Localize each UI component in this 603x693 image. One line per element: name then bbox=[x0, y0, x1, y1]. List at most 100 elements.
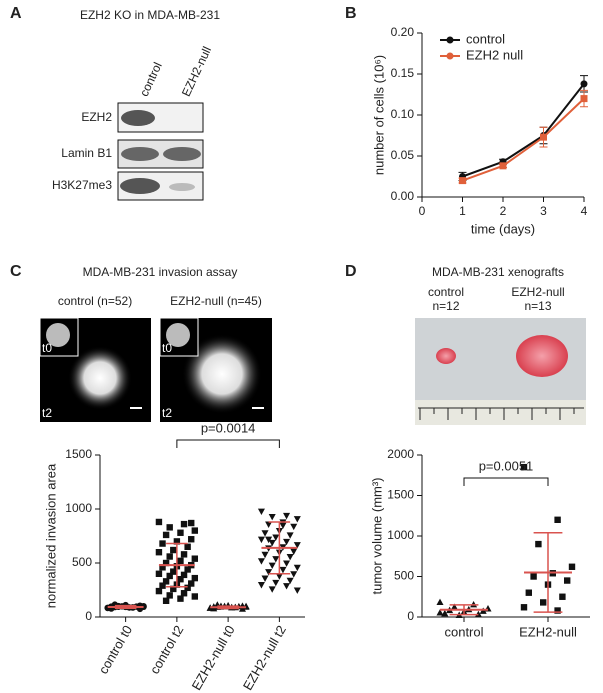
x-tick-label: 3 bbox=[540, 204, 547, 218]
marker bbox=[166, 524, 173, 531]
marker bbox=[265, 521, 273, 528]
x-tick-label: control t2 bbox=[147, 623, 187, 677]
marker bbox=[540, 133, 547, 141]
images-title: MDA-MB-231 xenografts bbox=[432, 265, 564, 279]
marker bbox=[580, 95, 588, 103]
marker bbox=[170, 585, 177, 593]
marker bbox=[268, 514, 276, 521]
group-label: n=12 bbox=[432, 299, 459, 313]
marker bbox=[162, 578, 170, 585]
blot-row-label: H3K27me3 bbox=[52, 178, 112, 192]
y-tick-label: 1500 bbox=[387, 488, 414, 502]
panel-label: A bbox=[10, 5, 22, 22]
blot-title: EZH2 KO in MDA-MB-231 bbox=[80, 8, 220, 22]
marker bbox=[554, 607, 561, 614]
marker bbox=[268, 586, 276, 593]
marker bbox=[155, 518, 163, 526]
marker bbox=[265, 569, 273, 576]
marker bbox=[180, 520, 188, 528]
lane-label: control bbox=[137, 60, 165, 99]
invasion-image bbox=[39, 317, 272, 422]
marker bbox=[580, 80, 588, 88]
marker bbox=[540, 599, 547, 606]
marker bbox=[159, 540, 166, 547]
group-label: n=13 bbox=[524, 299, 551, 313]
x-tick-label: 4 bbox=[581, 204, 588, 218]
marker bbox=[188, 519, 195, 527]
marker bbox=[261, 575, 269, 582]
y-tick-label: 0.05 bbox=[391, 148, 415, 162]
marker bbox=[279, 566, 287, 574]
marker bbox=[554, 516, 561, 523]
marker bbox=[459, 177, 466, 185]
marker bbox=[257, 536, 265, 544]
marker bbox=[268, 562, 276, 569]
group-label: EZH2-null bbox=[511, 285, 564, 299]
group-label: control (n=52) bbox=[58, 294, 132, 308]
lane-label: EZH2-null bbox=[179, 44, 214, 98]
marker bbox=[170, 546, 177, 554]
sd-bar bbox=[268, 521, 291, 575]
sd-bar bbox=[166, 542, 188, 588]
y-tick-label: 500 bbox=[72, 555, 92, 569]
x-axis-label: time (days) bbox=[471, 221, 535, 236]
marker bbox=[155, 570, 163, 577]
marker bbox=[520, 604, 528, 611]
series-line bbox=[462, 83, 585, 178]
series-line bbox=[462, 97, 585, 182]
marker bbox=[177, 529, 184, 536]
marker bbox=[520, 463, 528, 471]
y-tick-label: 0.10 bbox=[391, 107, 415, 121]
marker bbox=[155, 549, 163, 556]
marker bbox=[166, 553, 173, 560]
marker bbox=[188, 536, 195, 543]
marker bbox=[170, 568, 177, 575]
y-tick-label: 0 bbox=[407, 609, 414, 623]
marker bbox=[436, 609, 444, 616]
legend-label: control bbox=[466, 31, 505, 46]
marker bbox=[286, 532, 294, 539]
marker bbox=[261, 530, 269, 537]
marker bbox=[162, 531, 170, 539]
blot-row-label: EZH2 bbox=[81, 110, 112, 124]
marker bbox=[184, 566, 191, 573]
x-tick-label: 2 bbox=[500, 204, 507, 218]
marker bbox=[238, 605, 246, 612]
significance-bracket bbox=[463, 477, 549, 486]
marker bbox=[450, 603, 458, 610]
marker bbox=[257, 558, 265, 565]
y-axis-label: normalized invasion area bbox=[43, 463, 58, 608]
marker bbox=[257, 582, 265, 589]
marker bbox=[286, 577, 294, 585]
marker bbox=[293, 516, 301, 523]
x-tick-label: control t0 bbox=[95, 623, 135, 677]
marker bbox=[180, 571, 188, 579]
y-tick-label: 1500 bbox=[65, 447, 92, 461]
marker bbox=[177, 576, 184, 583]
marker bbox=[184, 543, 191, 550]
marker bbox=[290, 571, 298, 578]
marker bbox=[272, 534, 280, 541]
y-tick-label: 500 bbox=[394, 569, 414, 583]
marker bbox=[568, 563, 576, 570]
marker bbox=[180, 551, 188, 558]
sd-bar bbox=[217, 605, 239, 610]
marker bbox=[275, 573, 283, 580]
marker bbox=[293, 564, 301, 572]
x-tick-label: EZH2-null t2 bbox=[240, 623, 289, 693]
marker bbox=[290, 548, 298, 555]
marker bbox=[293, 587, 301, 594]
blot-row-label: Lamin B1 bbox=[61, 146, 112, 160]
image-label: t2 bbox=[162, 406, 172, 420]
blot-image bbox=[117, 102, 204, 201]
annotation: p=0.0014 bbox=[201, 420, 256, 435]
marker bbox=[261, 551, 269, 559]
legend-marker bbox=[446, 52, 454, 60]
x-tick-label: EZH2-null t0 bbox=[189, 623, 238, 693]
marker bbox=[177, 557, 184, 565]
x-tick-label: 1 bbox=[459, 204, 466, 218]
marker bbox=[535, 540, 542, 548]
marker bbox=[191, 574, 199, 582]
image-label: t2 bbox=[42, 406, 52, 420]
